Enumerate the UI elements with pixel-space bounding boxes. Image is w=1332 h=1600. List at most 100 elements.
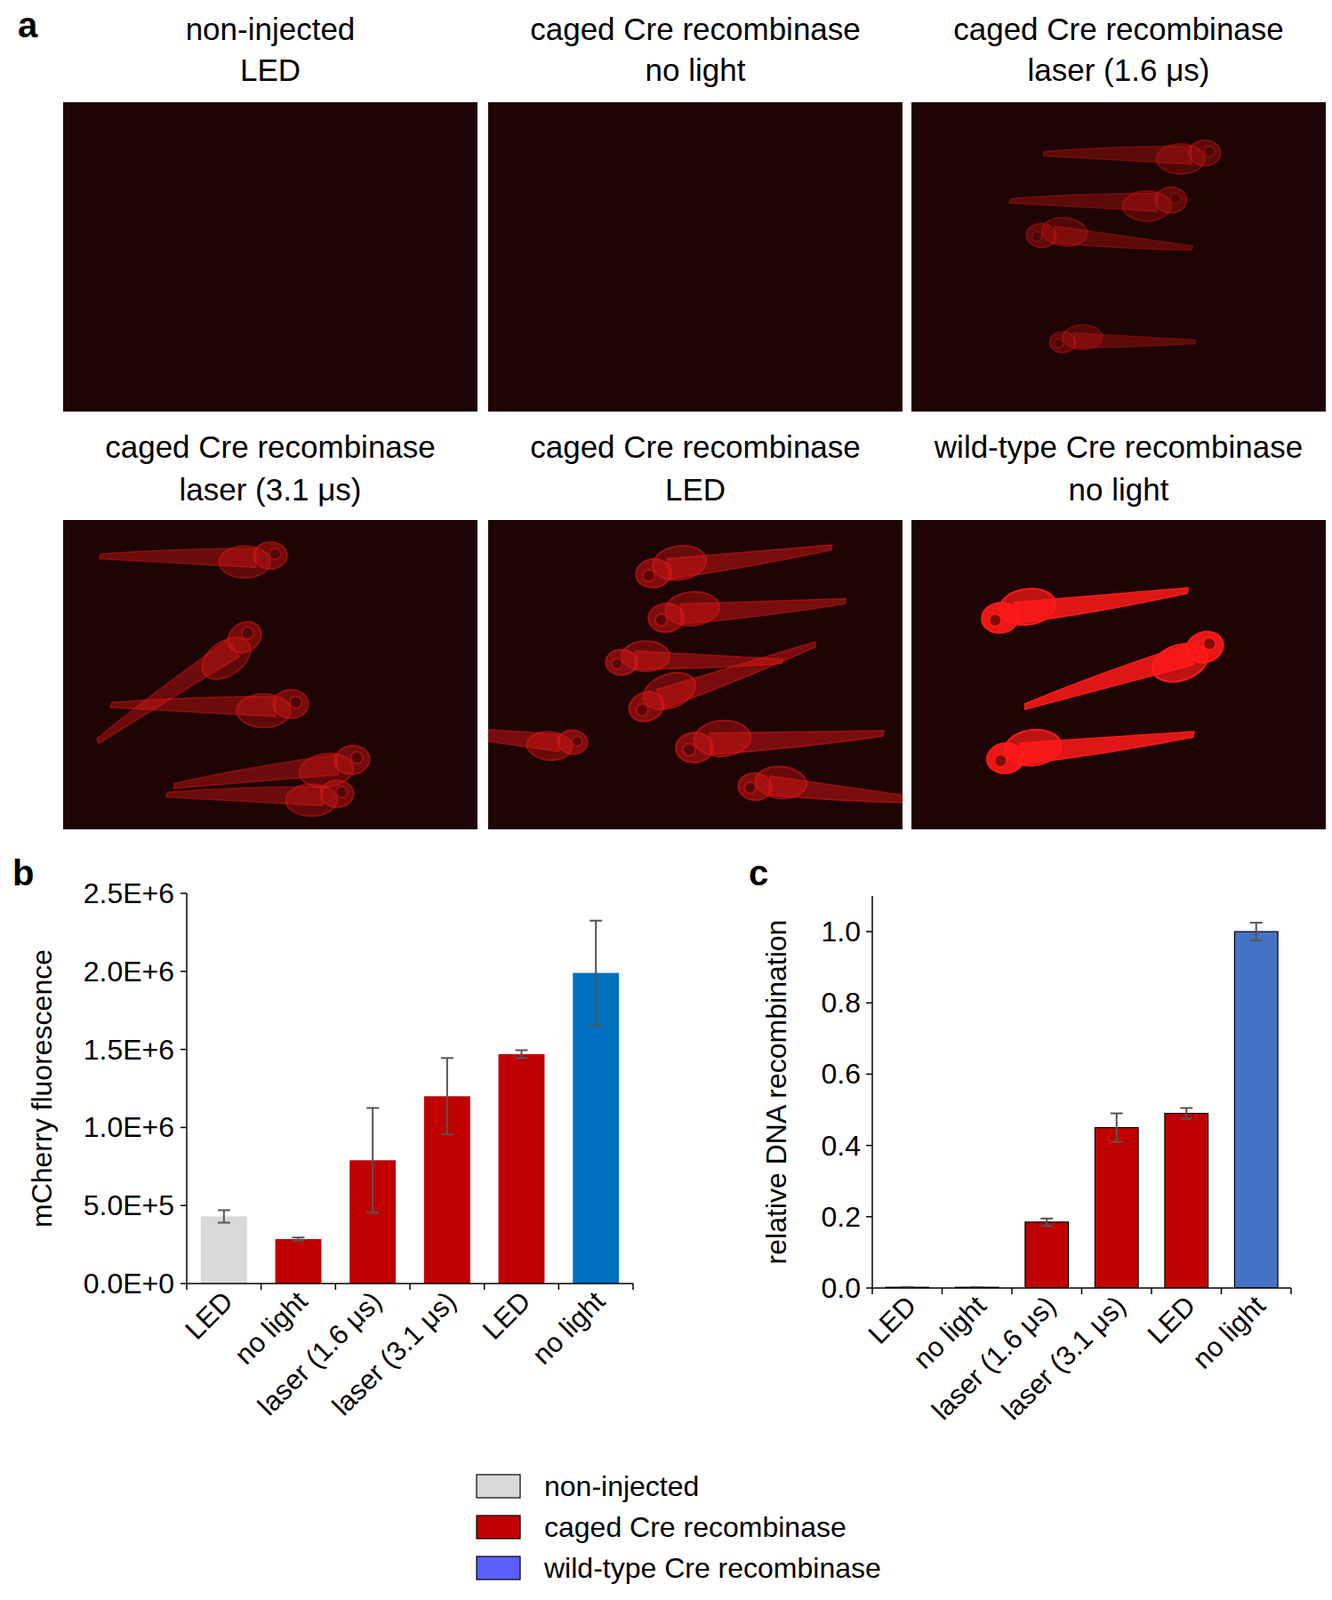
image-background — [63, 520, 478, 830]
y-tick-label: 2.5E+6 — [83, 877, 175, 910]
legend: non-injectedcaged Cre recombinasewild-ty… — [476, 1470, 882, 1585]
error-stem — [594, 921, 597, 1027]
error-cap — [1110, 1113, 1124, 1116]
image-title: no light — [645, 52, 747, 88]
x-tick-label: LED — [862, 1290, 923, 1350]
error-stem — [1185, 1108, 1188, 1120]
microscopy-image — [488, 520, 903, 830]
error-cap — [1179, 1118, 1193, 1121]
error-cap — [292, 1240, 305, 1243]
zebrafish — [978, 566, 1191, 635]
zebrafish — [98, 542, 288, 579]
bar — [1094, 1128, 1139, 1289]
error-cap — [366, 1107, 379, 1109]
error-cap — [217, 1209, 231, 1212]
error-stem — [371, 1107, 374, 1213]
error-cap — [515, 1049, 529, 1052]
legend-swatch — [476, 1516, 521, 1540]
error-cap — [1040, 1218, 1053, 1220]
fish-head — [633, 556, 674, 591]
fish-eye — [239, 625, 257, 642]
error-bar — [515, 1050, 529, 1059]
image-background — [911, 520, 1326, 830]
image-title: caged Cre recombinase — [529, 429, 861, 465]
image-background — [488, 520, 903, 830]
bar — [275, 1239, 322, 1284]
zebrafish — [737, 762, 903, 816]
fish-eye — [1170, 192, 1181, 204]
y-tick — [180, 892, 187, 895]
panel-label: a — [17, 5, 39, 45]
bar-chart: 0.00.20.40.60.81.0LEDno lightlaser (1.6 … — [760, 896, 1292, 1427]
fish-head — [1155, 187, 1188, 214]
x-tick — [1290, 1288, 1292, 1295]
fish-head — [625, 687, 669, 727]
fish-eye — [1054, 339, 1064, 349]
bar — [498, 1054, 546, 1284]
zebrafish — [488, 717, 589, 764]
x-tick-label: LED — [1141, 1290, 1202, 1350]
figure: abcnon-injectedLEDcaged Cre recombinasen… — [0, 0, 1332, 1600]
fish-head — [320, 780, 354, 809]
background — [0, 0, 1332, 1600]
error-stem — [521, 1050, 523, 1059]
bar — [1234, 931, 1278, 1289]
error-cap — [589, 1024, 602, 1027]
image-title: LED — [240, 52, 301, 88]
zebrafish — [621, 622, 821, 727]
fish-head — [272, 690, 309, 719]
y-tick-label: 0.0 — [821, 1272, 861, 1305]
zebrafish — [1019, 626, 1230, 730]
error-cap — [1040, 1225, 1053, 1228]
legend-swatch — [476, 1475, 521, 1499]
x-tick — [185, 1283, 188, 1291]
error-cap — [589, 920, 602, 923]
fish-eye — [611, 658, 623, 670]
legend-label: caged Cre recombinase — [544, 1511, 847, 1544]
x-tick-label: LED — [178, 1285, 239, 1346]
fish-head — [737, 771, 773, 803]
error-cap — [1179, 1107, 1193, 1110]
y-tick-label: 0.2 — [821, 1201, 861, 1234]
panel-label: c — [748, 853, 769, 893]
fish-head — [674, 731, 715, 765]
y-axis-label: mCherry fluorescence — [25, 949, 58, 1228]
microscopy-image — [63, 520, 478, 830]
x-tick — [1011, 1288, 1013, 1295]
y-tick — [180, 1127, 187, 1130]
x-tick — [335, 1283, 338, 1291]
zebrafish — [646, 578, 848, 634]
image-title: laser (3.1 μs) — [179, 472, 362, 507]
panel-label: b — [12, 853, 34, 893]
error-bar — [1250, 922, 1263, 941]
image-title: no light — [1068, 472, 1170, 507]
error-bar — [441, 1058, 454, 1135]
microscopy-image — [488, 102, 903, 412]
fish-head — [605, 649, 638, 676]
y-tick-label: 1.0E+6 — [83, 1111, 175, 1144]
zebrafish — [633, 524, 835, 590]
error-bar — [1040, 1219, 1053, 1227]
legend-swatch — [476, 1556, 521, 1581]
error-bar — [217, 1210, 231, 1223]
fish-head — [1049, 331, 1076, 354]
error-stem — [446, 1058, 449, 1135]
x-tick — [1081, 1288, 1084, 1295]
fish-group — [978, 566, 1230, 776]
y-tick — [866, 930, 873, 933]
fish-head — [647, 601, 686, 634]
x-tick-label: no light — [526, 1285, 612, 1372]
fish-eye — [654, 613, 667, 626]
error-stem — [223, 1210, 225, 1223]
y-axis — [185, 893, 188, 1284]
fish-eye — [289, 696, 302, 708]
image-background — [488, 102, 903, 412]
zebrafish — [674, 709, 886, 764]
image-title: caged Cre recombinase — [953, 11, 1284, 47]
x-tick — [632, 1283, 634, 1291]
plot-area — [885, 922, 1278, 1289]
error-bar — [366, 1107, 379, 1213]
fish-head — [556, 729, 589, 756]
fish-head — [1188, 140, 1221, 167]
y-tick-label: 2.0E+6 — [83, 955, 175, 988]
